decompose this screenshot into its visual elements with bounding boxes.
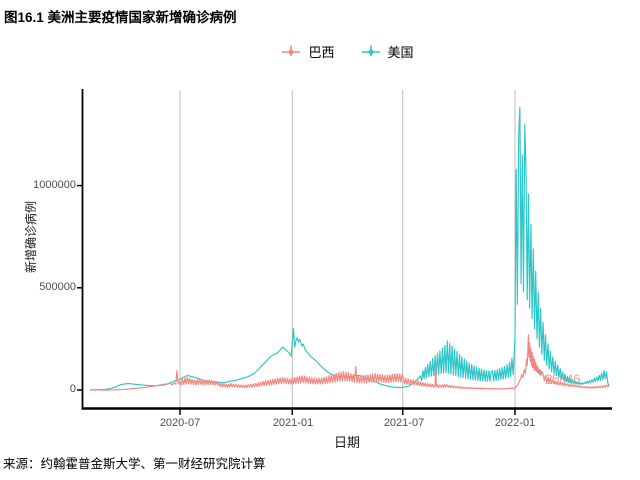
legend-item-usa: 美国	[361, 42, 414, 61]
legend-marker-brazil-icon	[282, 45, 301, 56]
y-tick-label-0: 0	[69, 383, 76, 395]
legend-item-brazil: 巴西	[281, 42, 335, 61]
x-axis-title: 日期	[333, 435, 360, 450]
y-tick-label-1000000: 1000000	[33, 179, 76, 191]
x-tick-label-2021-01: 2021-01	[272, 417, 314, 429]
x-tick-label-2022-01: 2022-01	[494, 417, 536, 429]
y-tick-label-500000: 500000	[39, 281, 76, 293]
legend-label-usa: 美国	[387, 45, 414, 60]
legend-label-brazil: 巴西	[308, 45, 335, 60]
series-line-usa	[89, 106, 610, 391]
legend: 巴西 美国	[83, 42, 612, 61]
source-note: 来源：约翰霍普金斯大学、第一财经研究院计算	[3, 457, 266, 471]
series-line-brazil	[89, 334, 610, 391]
x-tick-label-2020-07: 2020-07	[159, 417, 201, 429]
figure-title: 图16.1 美洲主要疫情国家新增确诊病例	[4, 10, 237, 25]
x-tick-label-2021-07: 2021-07	[383, 417, 425, 429]
legend-marker-usa-icon	[361, 45, 380, 56]
